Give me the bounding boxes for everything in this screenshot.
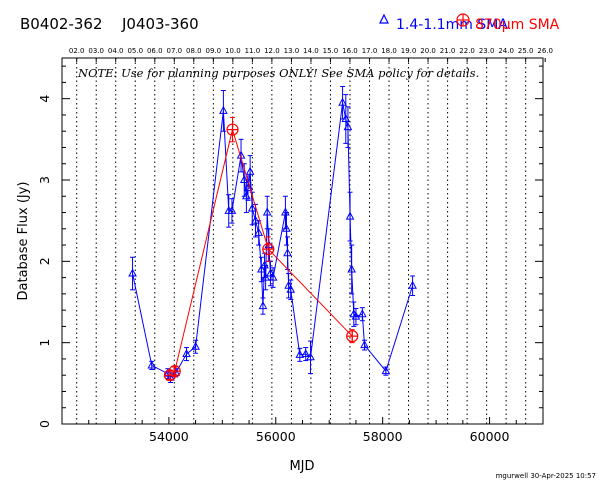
year-tick-label: 13.0 [284,47,300,55]
series-blue [128,85,417,384]
data-point [257,264,266,273]
x-axis-label: MJD [289,459,314,474]
y-tick-label: 2 [37,257,52,265]
data-point [227,205,237,214]
plot-frame [61,57,544,425]
year-tick-label: 12.0 [264,47,280,55]
data-point [408,280,417,289]
year-tick-label: 18.0 [381,47,397,55]
y-tick-label: 3 [37,176,52,184]
data-point [191,341,200,350]
y-tick-label: 1 [37,339,52,347]
data-point [239,174,249,183]
data-series [128,85,417,384]
data-point [306,352,315,361]
data-point [268,272,278,281]
y-tick-label: 4 [37,95,52,103]
data-point [260,260,269,269]
year-tick-label: 26.0 [537,47,553,55]
year-tick-label: 19.0 [401,47,417,55]
data-point [343,122,353,131]
data-point [347,264,357,273]
data-point [247,203,257,212]
year-tick-label: 08.0 [186,47,202,55]
legend-blue-label: 1.4-1.1mm SMA [396,17,508,33]
data-point [245,166,255,175]
year-tick-label: 22.0 [459,47,475,55]
year-tick-label: 11.0 [245,47,261,55]
data-point [254,227,264,236]
year-tick-label: 23.0 [479,47,495,55]
planning-note: NOTE: Use for planning purposes ONLY! Se… [77,66,479,80]
year-tick-label: 20.0 [420,47,436,55]
data-point [258,301,268,310]
year-tick-label: 14.0 [303,47,319,55]
year-tick-label: 05.0 [127,47,143,55]
top-year-axis: 02.0 03.0 04.0 05.0 06.0 07.0 08.0 09.0 10.0 11.0… [69,47,553,62]
data-point [281,207,290,216]
year-tick-label: 16.0 [342,47,358,55]
legend-red-label: 870μm SMA [475,17,560,33]
legend-red: 870μm SMA [456,13,560,33]
data-point [295,349,305,358]
y-axis-label: Database Flux (Jy) [16,182,31,301]
footer-credit: mgurwell 30-Apr-2025 10:57 [496,472,596,480]
year-tick-label: 07.0 [166,47,182,55]
data-point [147,360,157,369]
data-point [381,366,391,375]
alt-source-name: J0403-360 [121,15,199,33]
year-grid [76,58,527,424]
x-tick-label: 58000 [363,429,403,444]
axes-ticks: 54000 56000 58000 60000 0 1 2 3 4 [37,65,543,444]
data-point [128,268,137,277]
data-point [351,311,361,320]
data-point [219,105,228,114]
year-tick-label: 15.0 [323,47,339,55]
data-point [266,268,275,277]
data-point [182,348,191,358]
data-point [283,248,292,257]
x-tick-label: 56000 [256,429,296,444]
data-point [345,211,355,220]
year-tick-label: 03.0 [88,47,104,55]
series-line [169,127,353,376]
year-tick-label: 04.0 [108,47,124,55]
data-point [338,97,347,106]
series-red [163,116,359,382]
y-tick-label: 0 [37,420,52,428]
data-point [301,348,311,358]
triangle-marker-icon [379,13,389,24]
source-name: B0402-362 [20,15,103,33]
year-tick-label: 21.0 [440,47,456,55]
data-point [358,309,367,318]
year-tick-label: 25.0 [518,47,534,55]
year-tick-label: 17.0 [362,47,378,55]
legend-blue: 1.4-1.1mm SMA [379,13,508,33]
year-tick-label: 09.0 [206,47,222,55]
data-point [251,215,260,224]
x-tick-label: 54000 [149,429,189,444]
year-tick-label: 06.0 [147,47,163,55]
data-point [286,284,296,293]
data-point [282,223,291,232]
year-tick-label: 02.0 [69,47,85,55]
data-point [261,272,270,281]
year-tick-label: 24.0 [498,47,514,55]
x-tick-label: 60000 [470,429,510,444]
data-point [360,340,369,349]
data-point [262,207,272,216]
year-tick-label: 10.0 [225,47,241,55]
